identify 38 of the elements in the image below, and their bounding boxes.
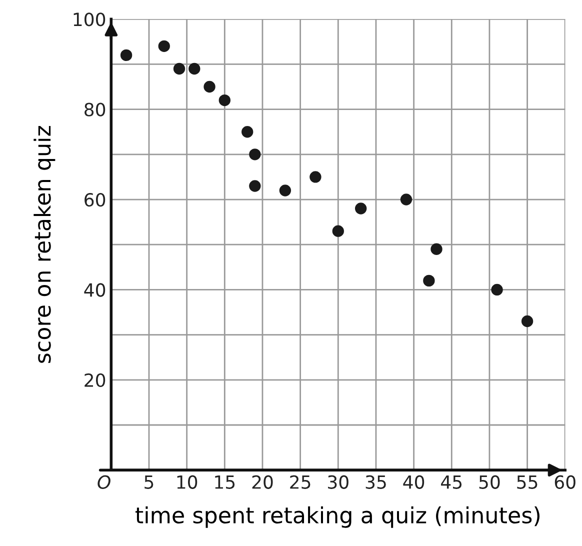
x-tick-label: 55 bbox=[517, 476, 538, 489]
point bbox=[279, 184, 292, 196]
point bbox=[430, 243, 442, 255]
x-tick-label: 15 bbox=[215, 476, 235, 489]
point bbox=[354, 202, 367, 214]
x-tick-label: 20 bbox=[252, 475, 273, 489]
point bbox=[423, 274, 435, 287]
point bbox=[400, 194, 412, 206]
x-tick-label: 60 bbox=[554, 475, 576, 489]
point bbox=[242, 126, 254, 138]
x-tick-label: 10 bbox=[177, 475, 198, 489]
y-tick-label: 100 bbox=[74, 12, 106, 26]
y-tick-label: 60 bbox=[84, 192, 106, 207]
x-tick-label: 35 bbox=[366, 475, 386, 489]
point bbox=[332, 225, 344, 237]
point bbox=[204, 80, 216, 93]
point bbox=[173, 62, 186, 75]
y-tick-label: 40 bbox=[84, 283, 106, 297]
x-tick-label: 45 bbox=[441, 476, 462, 489]
x-tick-label: 40 bbox=[403, 475, 424, 489]
x-tick-label: 50 bbox=[479, 475, 500, 489]
x-tick-label: 25 bbox=[290, 475, 310, 489]
y-tick-label: 80 bbox=[84, 102, 106, 116]
x-tick-label: 30 bbox=[328, 475, 348, 489]
point bbox=[218, 94, 230, 106]
point bbox=[521, 315, 534, 328]
x-axis-title: time spent retaking a quiz (minutes) bbox=[136, 506, 540, 528]
point bbox=[120, 49, 132, 62]
x-tick-label: 5 bbox=[144, 476, 154, 489]
point bbox=[249, 180, 261, 192]
point bbox=[188, 62, 200, 75]
point bbox=[158, 40, 170, 52]
y-tick-label: 20 bbox=[84, 373, 106, 388]
point bbox=[249, 148, 261, 160]
point bbox=[491, 284, 503, 296]
point bbox=[310, 171, 322, 183]
x-tick-label: O bbox=[98, 475, 110, 489]
y-axis-title: score on retaken quiz bbox=[34, 126, 56, 363]
